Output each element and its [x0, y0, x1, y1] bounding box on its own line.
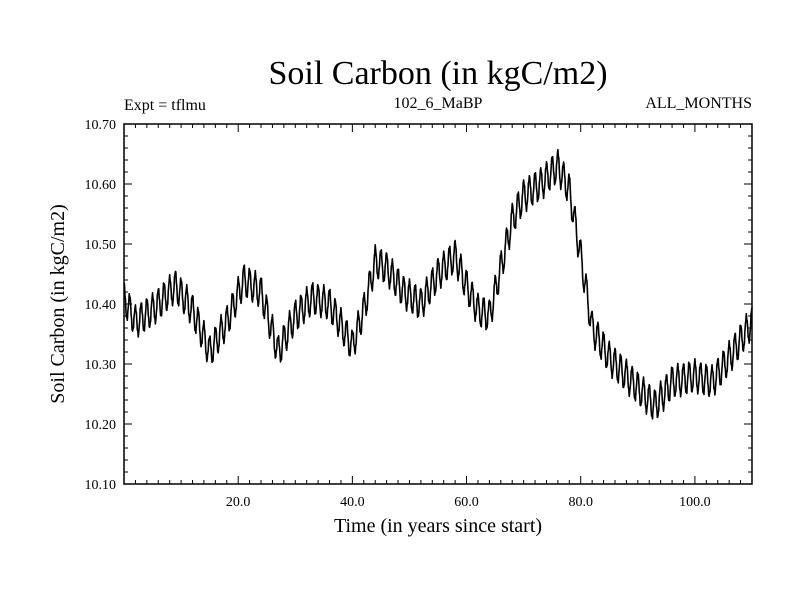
- tick-layer: [124, 124, 752, 484]
- y-tick-label: 10.70: [85, 118, 117, 133]
- x-tick-label: 100.0: [679, 495, 711, 510]
- subtitle-left: Expt = tflmu: [124, 97, 206, 114]
- y-tick-label: 10.20: [85, 418, 117, 433]
- y-axis-label: Soil Carbon (in kgC/m2): [47, 204, 69, 403]
- x-axis-label: Time (in years since start): [334, 515, 542, 537]
- x-tick-label: 40.0: [340, 495, 365, 510]
- series-layer: [123, 148, 753, 420]
- y-tick-label: 10.30: [85, 358, 117, 373]
- tick-label-layer: 20.0 40.0 60.0 80.0 100.0 10.10 10.20 10.30 10.4…: [85, 118, 711, 510]
- y-tick-label: 10.10: [85, 478, 117, 493]
- y-tick-label: 10.40: [85, 298, 117, 313]
- x-tick-label: 60.0: [454, 495, 479, 510]
- subtitle-right: ALL_MONTHS: [645, 95, 752, 112]
- plot-frame: [123, 123, 753, 485]
- series-line-0: [123, 148, 753, 420]
- y-tick-label: 10.50: [85, 238, 117, 253]
- x-tick-label: 20.0: [226, 495, 251, 510]
- y-tick-label: 10.60: [85, 178, 117, 193]
- subtitle-center: 102_6_MaBP: [394, 95, 483, 112]
- chart-title: Soil Carbon (in kgC/m2): [268, 55, 607, 92]
- x-tick-label: 80.0: [568, 495, 593, 510]
